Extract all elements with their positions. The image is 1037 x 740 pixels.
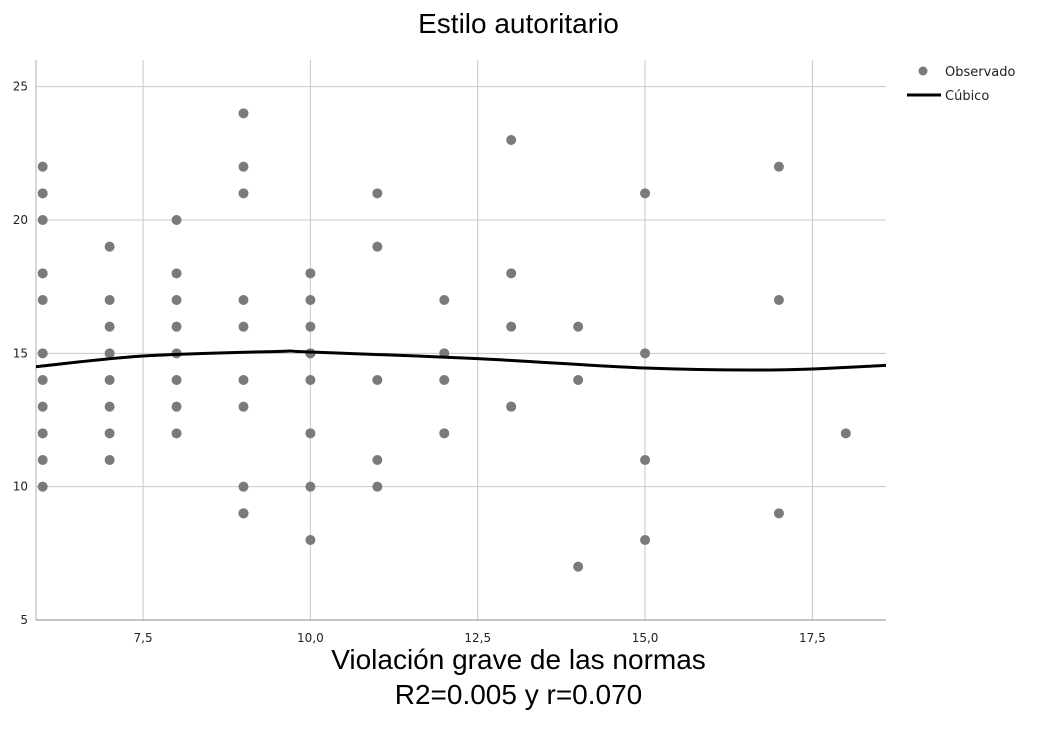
data-point	[305, 375, 316, 385]
data-point	[171, 375, 182, 385]
x-tick-label: 7,5	[134, 631, 153, 645]
data-point	[506, 321, 517, 332]
x-axis-label: Violación grave de las normas	[331, 644, 706, 675]
data-point	[171, 215, 182, 225]
cubic-fit-line	[35, 349, 887, 372]
data-point	[573, 321, 584, 332]
data-point	[439, 428, 450, 439]
data-point	[640, 188, 651, 199]
data-point	[372, 455, 383, 465]
cubic-fit	[35, 349, 887, 372]
data-point	[238, 508, 249, 519]
data-point	[238, 188, 249, 199]
data-point	[238, 481, 249, 492]
data-point	[840, 428, 851, 439]
data-point	[171, 401, 182, 412]
data-point	[305, 321, 316, 332]
data-point	[238, 321, 249, 332]
data-point	[573, 375, 584, 385]
data-point	[372, 481, 383, 492]
y-tick-label: 25	[13, 80, 28, 94]
data-point	[171, 268, 182, 279]
y-tick-label: 20	[13, 213, 28, 227]
data-point	[37, 481, 48, 492]
data-point	[238, 375, 249, 385]
data-point	[773, 295, 784, 305]
data-point	[640, 455, 651, 465]
data-point	[37, 188, 48, 199]
data-point	[37, 268, 48, 279]
data-point	[37, 375, 48, 385]
data-point	[37, 348, 48, 359]
data-point	[439, 295, 450, 305]
observed-points	[37, 108, 851, 572]
data-point	[37, 455, 48, 465]
data-point	[104, 348, 115, 359]
data-point	[372, 188, 383, 199]
data-point	[439, 375, 450, 385]
data-point	[238, 161, 249, 172]
data-point	[372, 375, 383, 385]
y-tick-label: 15	[13, 346, 28, 360]
data-point	[104, 375, 115, 385]
data-point	[305, 535, 316, 545]
data-point	[37, 401, 48, 412]
y-tick-label: 10	[13, 480, 28, 494]
regression-stats: R2=0.005 y r=0.070	[394, 679, 643, 710]
x-tick-label: 12,5	[464, 631, 491, 645]
x-tick-label: 17,5	[799, 631, 826, 645]
legend: Observado Cúbico	[907, 65, 1016, 104]
data-point	[305, 268, 316, 279]
data-point	[171, 428, 182, 439]
data-point	[238, 108, 249, 119]
data-point	[506, 401, 517, 412]
data-point	[305, 481, 316, 492]
data-point	[37, 428, 48, 439]
data-point	[37, 215, 48, 225]
x-tick-label: 15,0	[632, 631, 659, 645]
gridlines	[36, 60, 886, 621]
data-point	[573, 561, 584, 572]
data-point	[773, 508, 784, 519]
data-point	[238, 295, 249, 305]
data-point	[104, 295, 115, 305]
data-point	[372, 241, 383, 252]
data-point	[37, 295, 48, 305]
legend-marker-observed	[918, 66, 928, 76]
data-point	[104, 455, 115, 465]
data-point	[640, 535, 651, 545]
data-point	[238, 401, 249, 412]
data-point	[104, 401, 115, 412]
data-point	[104, 428, 115, 439]
data-point	[104, 321, 115, 332]
data-point	[305, 428, 316, 439]
y-tick-label: 5	[20, 613, 28, 627]
data-point	[506, 268, 517, 279]
data-point	[305, 295, 316, 305]
plot-frame	[35, 60, 886, 621]
legend-label-cubic: Cúbico	[945, 89, 989, 104]
x-tick-label: 10,0	[297, 631, 324, 645]
chart-title: Estilo autoritario	[418, 8, 619, 39]
data-point	[171, 321, 182, 332]
data-point	[37, 161, 48, 172]
data-point	[506, 135, 517, 145]
data-point	[104, 241, 115, 252]
tick-labels: 7,5 10,0 12,5 15,0 17,5 5 10 15 20 25	[13, 80, 826, 645]
data-point	[640, 348, 651, 359]
data-point	[773, 161, 784, 172]
data-point	[171, 295, 182, 305]
legend-label-observed: Observado	[945, 65, 1016, 80]
